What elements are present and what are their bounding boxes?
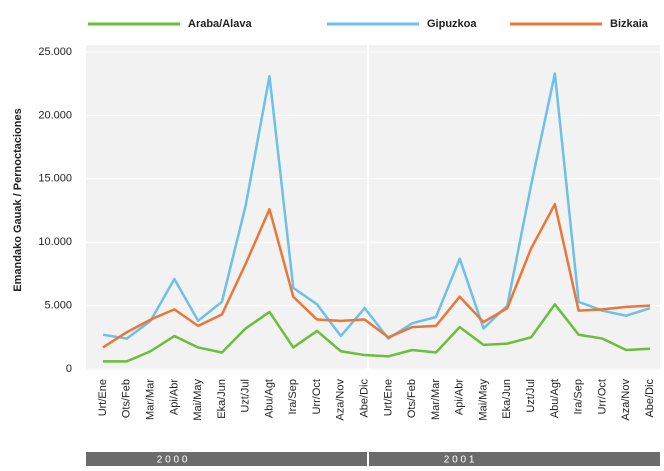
- series-line: [102, 202, 651, 349]
- plot-area: [86, 45, 660, 370]
- legend-label: Gipuzkoa: [427, 18, 477, 30]
- series-line: [102, 72, 651, 340]
- year-label: 2 0 0 0: [157, 455, 188, 466]
- x-tick-label: Uzt/Jul: [525, 379, 537, 413]
- x-tick-label: Mai/May: [192, 379, 204, 421]
- x-tick-label: Mai/May: [477, 379, 489, 421]
- x-tick-label: Aza/Nov: [335, 379, 347, 421]
- y-tick-label: 15.000: [38, 173, 72, 185]
- x-tick-label: Mar/Mar: [430, 379, 442, 420]
- x-tick-label: Ots/Feb: [406, 379, 418, 418]
- x-tick-label: Ira/Sep: [573, 379, 585, 414]
- x-tick-label: Api/Abr: [168, 379, 180, 415]
- x-tick-label: Eka/Jun: [216, 379, 228, 419]
- legend-label: Araba/Alava: [188, 18, 252, 30]
- x-tick-label: Aza/Nov: [620, 379, 632, 421]
- x-tick-label: Abe/Dic: [644, 379, 656, 418]
- y-tick-label: 10.000: [38, 236, 72, 248]
- y-tick-label: 25.000: [38, 46, 72, 58]
- year-label: 2 0 0 1: [444, 455, 475, 466]
- y-tick-label: 20.000: [38, 109, 72, 121]
- y-tick-label: 0: [66, 363, 72, 375]
- y-tick-label: 5.000: [44, 300, 72, 312]
- y-axis-label: Emandako Gauak / Pernoctaciones: [12, 108, 24, 291]
- legend-label: Bizkaia: [610, 18, 649, 30]
- x-tick-label: Abu/Agt: [549, 379, 561, 418]
- x-tick-label: Eka/Jun: [501, 379, 513, 419]
- x-tick-label: Urr/Oct: [596, 379, 608, 414]
- x-tick-label: Urt/Ene: [97, 379, 109, 416]
- x-tick-label: Abe/Dic: [359, 379, 371, 418]
- x-tick-label: Ira/Sep: [287, 379, 299, 414]
- series-line: [103, 303, 651, 363]
- x-tick-label: Ots/Feb: [121, 379, 133, 418]
- x-tick-label: Uzt/Jul: [240, 379, 252, 413]
- x-tick-label: Api/Abr: [454, 379, 466, 415]
- x-tick-label: Abu/Agt: [263, 379, 275, 418]
- x-tick-label: Urt/Ene: [382, 379, 394, 416]
- x-tick-label: Urr/Oct: [311, 379, 323, 414]
- x-tick-label: Mar/Mar: [144, 379, 156, 420]
- year-bar: [86, 452, 660, 466]
